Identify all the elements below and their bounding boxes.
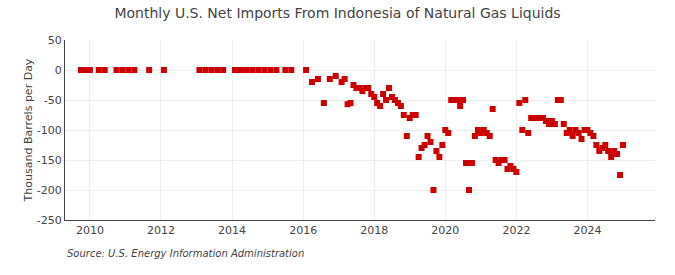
svg-text:Monthly U.S. Net Imports From: Monthly U.S. Net Imports From Indonesia … — [114, 5, 560, 21]
svg-text:-100: -100 — [37, 124, 62, 137]
svg-text:50: 50 — [48, 34, 62, 47]
svg-text:2012: 2012 — [147, 224, 175, 237]
svg-text:Source: U.S. Energy Informatio: Source: U.S. Energy Information Administ… — [67, 248, 304, 259]
svg-text:2020: 2020 — [431, 224, 459, 237]
svg-text:Thousand Barrels per Day: Thousand Barrels per Day — [22, 58, 35, 202]
svg-text:-200: -200 — [37, 184, 62, 197]
svg-text:-50: -50 — [44, 94, 62, 107]
svg-text:2010: 2010 — [76, 224, 104, 237]
svg-text:2022: 2022 — [502, 224, 530, 237]
svg-text:2024: 2024 — [573, 224, 601, 237]
svg-text:2016: 2016 — [289, 224, 317, 237]
svg-text:0: 0 — [55, 64, 62, 77]
svg-text:2014: 2014 — [218, 224, 246, 237]
svg-text:-250: -250 — [37, 214, 62, 227]
svg-text:-150: -150 — [37, 154, 62, 167]
svg-text:2018: 2018 — [360, 224, 388, 237]
